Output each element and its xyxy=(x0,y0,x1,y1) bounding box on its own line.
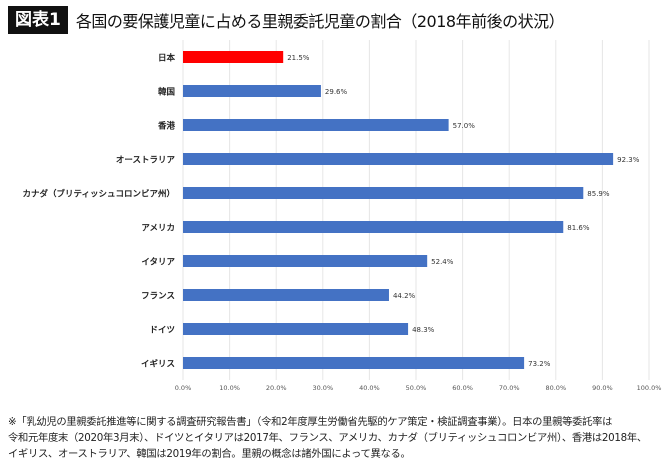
bar xyxy=(183,153,614,165)
footnote: ※「乳幼児の里親委託推進等に関する調査研究報告書」（令和2年度厚生労働省先駆的ケ… xyxy=(8,414,668,462)
x-tick-label: 50.0% xyxy=(406,384,427,392)
x-tick-label: 70.0% xyxy=(499,384,520,392)
figure-badge: 図表1 xyxy=(8,6,68,34)
category-label: イタリア xyxy=(141,257,175,268)
data-label: 81.6% xyxy=(567,224,590,232)
data-label: 57.0% xyxy=(453,122,476,130)
data-label: 29.6% xyxy=(325,88,348,96)
data-label: 48.3% xyxy=(412,326,435,334)
x-tick-label: 40.0% xyxy=(359,384,380,392)
category-label: 日本 xyxy=(158,53,176,64)
data-label: 21.5% xyxy=(287,54,310,62)
data-label: 73.2% xyxy=(528,360,551,368)
x-tick-label: 10.0% xyxy=(219,384,240,392)
chart-title: 各国の要保護児童に占める里親委託児童の割合（2018年前後の状況） xyxy=(75,12,565,31)
category-label: アメリカ xyxy=(141,224,175,234)
category-label: 韓国 xyxy=(158,87,175,98)
bar xyxy=(183,289,389,301)
data-label: 44.2% xyxy=(393,292,416,300)
category-label: 香港 xyxy=(157,121,176,132)
x-tick-label: 0.0% xyxy=(175,384,192,392)
data-label: 85.9% xyxy=(587,190,610,198)
x-tick-label: 20.0% xyxy=(266,384,287,392)
category-label: ドイツ xyxy=(149,326,175,336)
category-label: フランス xyxy=(141,292,175,302)
category-label: カナダ（ブリティッシュコロンビア州） xyxy=(23,189,176,200)
data-label: 52.4% xyxy=(431,258,454,266)
bar xyxy=(183,85,321,97)
title-bar: 図表1 各国の要保護児童に占める里親委託児童の割合（2018年前後の状況） xyxy=(8,6,565,34)
x-tick-label: 80.0% xyxy=(545,384,566,392)
category-label: オーストラリア xyxy=(116,156,176,166)
x-tick-label: 100.0% xyxy=(637,384,662,392)
bar-chart: 0.0% 10.0% 20.0% 30.0% 40.0% 50.0% 60.0% 70.0% 8… xyxy=(23,40,662,392)
x-tick-label: 90.0% xyxy=(592,384,613,392)
footnote-line: ※「乳幼児の里親委託推進等に関する調査研究報告書」（令和2年度厚生労働省先駆的ケ… xyxy=(8,416,613,428)
bar xyxy=(183,51,284,63)
bar xyxy=(183,255,428,267)
x-tick-label: 30.0% xyxy=(312,384,333,392)
x-tick-label: 60.0% xyxy=(452,384,473,392)
bar xyxy=(183,119,449,131)
category-label: イギリス xyxy=(141,359,175,370)
bar xyxy=(183,221,564,233)
footnote-line: 令和元年度末（2020年3月末）、ドイツとイタリアは2017年、フランス、アメリ… xyxy=(8,432,647,444)
bar xyxy=(183,187,584,199)
footnote-line: イギリス、オーストラリア、韓国は2019年の割合。里親の概念は諸外国によって異な… xyxy=(8,448,411,460)
bar xyxy=(183,357,525,369)
data-label: 92.3% xyxy=(617,156,640,164)
bar xyxy=(183,323,409,335)
